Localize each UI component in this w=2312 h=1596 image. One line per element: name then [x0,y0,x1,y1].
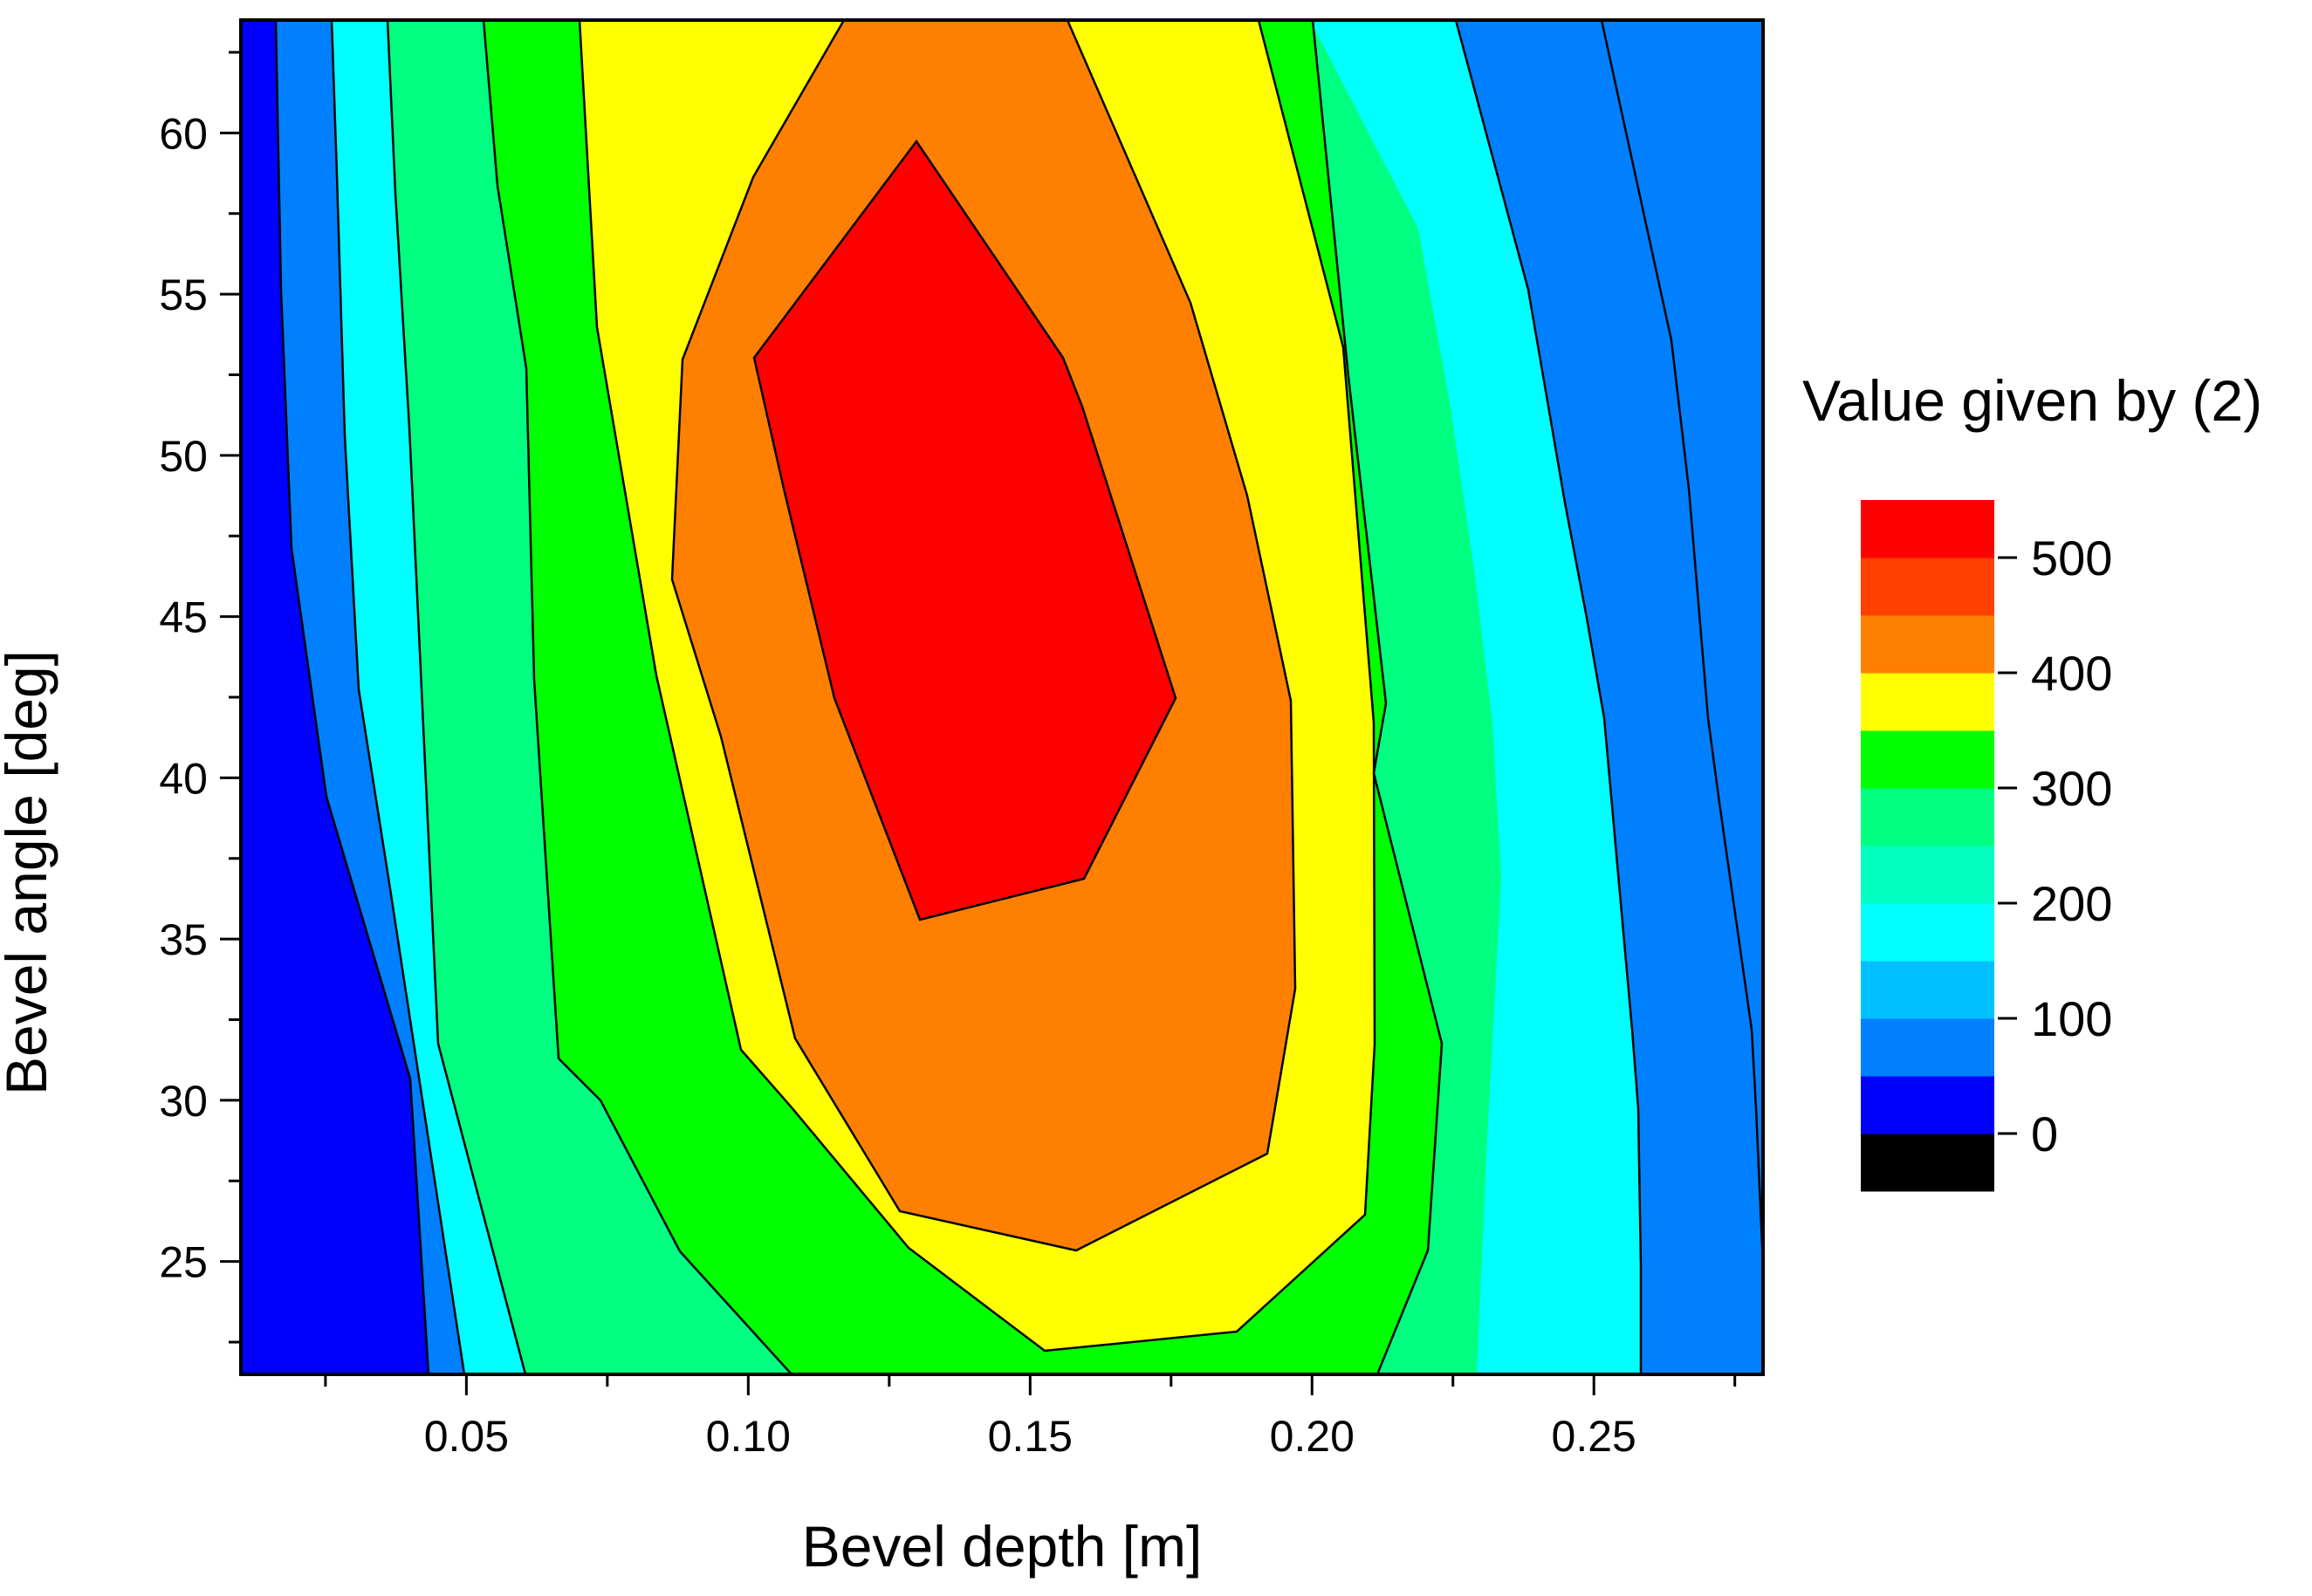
x-tick-label: 0.15 [988,1412,1073,1461]
colorbar-segment [1861,1134,1994,1192]
y-tick-label: 55 [159,271,208,319]
x-tick-label: 0.05 [424,1412,509,1461]
colorbar-segment [1861,903,1994,962]
colorbar-segment [1861,1076,1994,1134]
y-tick-label: 45 [159,593,208,642]
contour-line [670,20,1297,1252]
colorbar-segment [1861,500,1994,558]
colorbar-tick-label: 500 [2031,531,2112,586]
contour-line [1600,20,1763,1266]
y-axis-title: Bevel angle [deg] [0,650,58,1095]
y-tick-label: 50 [159,432,208,481]
colorbar [1861,500,1994,1192]
colorbar-ticks: 0 100 200 300 400 500 [1998,531,2112,1161]
colorbar-title: Value given by (2) [1802,368,2262,433]
colorbar-segment [1861,558,1994,616]
contour-line [578,20,1376,1353]
y-tick-label: 30 [159,1077,208,1126]
contour-line [1311,20,1444,1374]
y-tick-label: 60 [159,109,208,158]
colorbar-segment [1861,961,1994,1019]
colorbar-segment [1861,1018,1994,1077]
y-tick-label: 25 [159,1238,208,1287]
colorbar-tick-label: 400 [2031,646,2112,701]
y-axis-ticks: 25 30 35 40 45 50 55 60 [159,51,241,1344]
colorbar-tick-label: 0 [2031,1106,2058,1161]
colorbar-tick-label: 200 [2031,876,2112,931]
colorbar-segment [1861,788,1994,846]
contour-line [482,20,792,1374]
colorbar-tick-label: 300 [2031,761,2112,816]
y-tick-label: 40 [159,754,208,803]
colorbar-tick-label: 100 [2031,991,2112,1046]
contour-lines [274,20,1763,1374]
x-axis-ticks: 0.05 0.10 0.15 0.20 0.25 [324,1374,1737,1461]
colorbar-segment [1861,615,1994,674]
y-tick-label: 35 [159,915,208,964]
contour-line [274,20,430,1374]
contour-line [330,20,466,1374]
contour-band-400-500 [754,141,1176,920]
contour-line [1454,20,1643,1374]
colorbar-segment [1861,730,1994,789]
colorbar-segment [1861,846,1994,904]
colorbar-segment [1861,673,1994,731]
contour-line [386,20,527,1374]
x-tick-label: 0.20 [1270,1412,1355,1461]
contour-line [752,139,1177,921]
x-tick-label: 0.10 [706,1412,791,1461]
x-axis-title: Bevel depth [m] [802,1514,1203,1579]
x-tick-label: 0.25 [1552,1412,1636,1461]
